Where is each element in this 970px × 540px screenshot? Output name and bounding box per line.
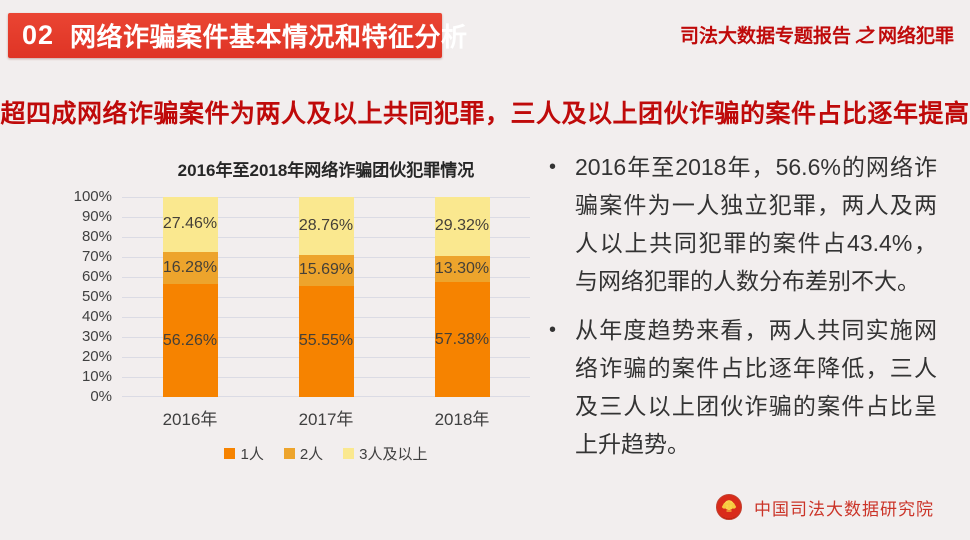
data-label: 57.38% [434, 330, 490, 348]
legend-label: 1人 [240, 446, 264, 463]
chart-title: 2016年至2018年网络诈骗团伙犯罪情况 [177, 161, 475, 180]
section-header: 02 网络诈骗案件基本情况和特征分析 [8, 13, 467, 58]
y-axis-tick: 90% [81, 208, 112, 225]
y-axis-tick: 100% [73, 188, 112, 205]
bar-segment-3人及以上: 29.32% [434, 197, 490, 256]
bar-segment-1人: 56.26% [162, 284, 218, 397]
bullet-text: 从年度趋势来看，两人共同实施网络诈骗的案件占比逐年降低，三人及三人以上团伙诈骗的… [575, 317, 937, 457]
y-axis-tick: 20% [81, 348, 112, 365]
legend-swatch-icon [224, 448, 236, 459]
bar-segment-3人及以上: 27.46% [162, 197, 218, 252]
stacked-bar-2018年: 57.38% 13.30% 29.32% [434, 197, 490, 397]
data-label: 28.76% [298, 216, 354, 234]
report-series-title: 司法大数据专题报告之网络犯罪 [680, 21, 954, 48]
y-axis-tick: 0% [90, 388, 112, 405]
report-series-conjunction: 之 [854, 26, 874, 47]
legend-label: 3人及以上 [359, 446, 428, 463]
scales-icon [721, 501, 737, 512]
bar-segment-1人: 55.55% [298, 285, 354, 397]
data-label: 29.32% [434, 217, 490, 235]
y-axis-tick: 50% [81, 288, 112, 305]
y-axis-tick: 60% [81, 268, 112, 285]
insight-bullet-list: • 2016年至2018年，56.6%的网络诈骗案件为一人独立犯罪，两人及两人以上… [545, 148, 937, 474]
bar-segment-3人及以上: 28.76% [298, 197, 354, 255]
x-axis-label: 2017年 [298, 410, 354, 429]
bar-segment-2人: 13.30% [434, 255, 490, 283]
legend-item-3人及以上: 3人及以上 [343, 443, 428, 464]
report-series-prefix: 司法大数据专题报告 [679, 26, 851, 47]
y-axis-tick: 30% [81, 328, 112, 345]
legend-swatch-icon [283, 448, 295, 459]
legend-label: 2人 [299, 446, 324, 463]
y-axis-tick: 70% [81, 248, 112, 265]
insight-bullet: • 2016年至2018年，56.6%的网络诈骗案件为一人独立犯罪，两人及两人以上… [545, 148, 937, 300]
section-title: 网络诈骗案件基本情况和特征分析 [70, 22, 468, 52]
legend-swatch-icon [343, 448, 355, 459]
data-label: 56.26% [162, 331, 218, 349]
legend-item-1人: 1人 [224, 443, 264, 464]
headline-banner: 超四成网络诈骗案件为两人及以上共同犯罪，三人及以上团伙诈骗的案件占比逐年提高 [0, 100, 970, 128]
bar-segment-2人: 15.69% [298, 254, 354, 286]
data-label: 55.55% [298, 332, 354, 350]
data-label: 13.30% [434, 259, 490, 277]
x-axis-label: 2018年 [434, 410, 490, 429]
data-label: 15.69% [298, 261, 354, 279]
chart-legend: 1人 2人 3人及以上 [122, 443, 530, 464]
bar-segment-2人: 16.28% [162, 251, 218, 285]
legend-item-2人: 2人 [283, 443, 324, 464]
stacked-bar-chart: 0% 10% 20% 30% 40% 50% 60% 70% 80% 90% 100% 56.26% 1… [74, 188, 530, 429]
bullet-marker: • [549, 319, 557, 341]
x-axis-label: 2016年 [162, 410, 218, 429]
court-emblem-logo [716, 494, 742, 520]
footer-brand: 中国司法大数据研究院 [716, 494, 934, 520]
bullet-text: 2016年至2018年，56.6%的网络诈骗案件为一人独立犯罪，两人及两人以上共… [575, 154, 937, 294]
stacked-bar-2017年: 55.55% 15.69% 28.76% [298, 197, 354, 397]
data-label: 16.28% [162, 259, 218, 277]
y-axis-tick: 10% [81, 368, 112, 385]
y-axis-tick: 40% [81, 308, 112, 325]
footer-org-name: 中国司法大数据研究院 [754, 499, 934, 519]
report-series-topic: 网络犯罪 [877, 26, 954, 47]
stacked-bar-2016年: 56.26% 16.28% 27.46% [162, 197, 218, 397]
section-number: 02 [22, 20, 55, 50]
data-label: 27.46% [162, 215, 218, 233]
bullet-marker: • [549, 156, 557, 178]
y-axis-tick: 80% [81, 228, 112, 245]
bar-segment-1人: 57.38% [434, 282, 490, 397]
insight-bullet: • 从年度趋势来看，两人共同实施网络诈骗的案件占比逐年降低，三人及三人以上团伙诈骗… [545, 311, 937, 463]
